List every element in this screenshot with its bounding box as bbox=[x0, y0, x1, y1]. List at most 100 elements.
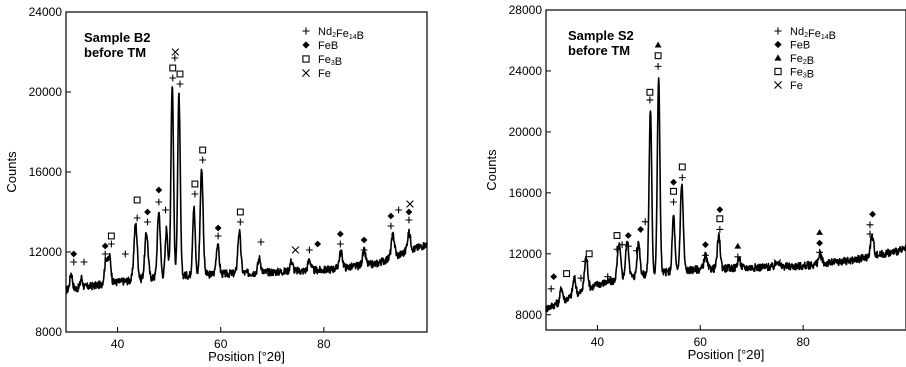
y-tick-label: 16000 bbox=[509, 186, 543, 200]
peak-marker-plus bbox=[866, 221, 874, 229]
y-tick-label: 12000 bbox=[509, 247, 543, 261]
legend-label: Fe2B bbox=[790, 53, 814, 67]
y-axis-label: Counts bbox=[484, 149, 499, 191]
chart-b2: 8000 12000 16000 20000 24000 40 60 80 Position [… bbox=[4, 5, 428, 364]
peak-marker-square bbox=[236, 208, 244, 216]
legend-label: FeB bbox=[318, 40, 338, 52]
peak-marker-plus bbox=[171, 54, 179, 62]
y-axis-label: Counts bbox=[4, 151, 19, 193]
legend-label: Fe3B bbox=[790, 67, 814, 81]
peak-marker-square bbox=[199, 146, 207, 154]
y-tick-label: 24000 bbox=[509, 64, 543, 78]
peak-marker-square bbox=[191, 180, 199, 188]
peak-marker-triangle bbox=[816, 229, 823, 235]
peak-marker-diamond bbox=[70, 250, 78, 258]
x-tick-label: 80 bbox=[317, 337, 331, 351]
peak-marker-diamond bbox=[101, 242, 109, 250]
peak-marker-plus bbox=[80, 258, 88, 266]
peak-marker-plus bbox=[547, 285, 555, 293]
peak-marker-square bbox=[563, 270, 571, 278]
peak-marker-plus bbox=[654, 62, 662, 70]
peak-marker-square bbox=[716, 215, 724, 223]
peak-marker-plus bbox=[816, 248, 823, 256]
peak-marker-plus bbox=[618, 241, 626, 249]
peak-marker-plus bbox=[646, 96, 654, 104]
legend-cross-icon bbox=[774, 81, 782, 89]
legend-square-icon bbox=[302, 55, 310, 63]
peak-marker-diamond bbox=[716, 206, 724, 214]
peak-marker-plus bbox=[678, 174, 686, 182]
peak-marker-diamond bbox=[144, 208, 151, 216]
peak-marker-plus bbox=[360, 246, 368, 254]
peak-marker-plus bbox=[866, 230, 874, 238]
legend-diamond-icon bbox=[302, 41, 310, 49]
peak-marker-plus bbox=[641, 218, 649, 226]
peak-marker-diamond bbox=[637, 226, 645, 233]
peak-marker-plus bbox=[716, 226, 724, 233]
peak-marker-plus bbox=[387, 222, 395, 230]
sample-label: Sample S2 bbox=[568, 28, 634, 43]
peak-marker-square bbox=[585, 250, 593, 258]
peak-marker-cross bbox=[171, 48, 180, 56]
peak-marker-plus bbox=[604, 273, 612, 281]
peak-marker-diamond bbox=[314, 240, 322, 248]
x-tick-label: 60 bbox=[694, 335, 708, 349]
y-tick-label: 12000 bbox=[29, 245, 63, 259]
peak-marker-diamond bbox=[214, 224, 222, 232]
legend-triangle-icon bbox=[774, 54, 782, 61]
sample-label: Sample B2 bbox=[84, 30, 150, 45]
peak-marker-diamond bbox=[816, 239, 823, 247]
peak-marker-diamond bbox=[360, 236, 368, 244]
peak-marker-plus bbox=[581, 258, 589, 265]
peak-marker-triangle bbox=[654, 41, 662, 48]
legend-cross-icon bbox=[302, 69, 310, 77]
peak-marker-square bbox=[678, 163, 686, 171]
legend-label: Nd2Fe14B bbox=[318, 26, 364, 42]
sample-label: before TM bbox=[84, 45, 146, 60]
legend-label: Nd2Fe14B bbox=[790, 26, 836, 42]
peak-marker-plus bbox=[191, 190, 199, 198]
peak-marker-diamond bbox=[387, 212, 395, 220]
peak-marker-diamond bbox=[624, 232, 632, 239]
legend-label: Fe bbox=[318, 68, 331, 80]
peak-marker-square bbox=[646, 88, 654, 96]
plot-frame bbox=[545, 9, 906, 331]
x-tick-label: 80 bbox=[796, 335, 810, 349]
plot-frame bbox=[65, 11, 428, 333]
peak-marker-plus bbox=[162, 206, 169, 214]
peak-marker-plus bbox=[121, 250, 129, 258]
legend-label: Fe bbox=[790, 80, 803, 92]
peak-marker-square bbox=[654, 52, 662, 60]
peak-marker-diamond bbox=[155, 186, 163, 194]
sample-label: before TM bbox=[568, 43, 630, 58]
peak-marker-diamond bbox=[550, 273, 558, 281]
peak-marker-plus bbox=[670, 198, 677, 206]
peak-marker-plus bbox=[613, 245, 621, 253]
x-tick-label: 60 bbox=[214, 337, 228, 351]
peak-marker-plus bbox=[624, 242, 632, 250]
peak-marker-cross bbox=[773, 259, 782, 267]
peak-marker-plus bbox=[633, 247, 640, 255]
peak-marker-diamond bbox=[869, 210, 876, 218]
peak-marker-square bbox=[133, 196, 141, 204]
y-tick-label: 8000 bbox=[35, 325, 62, 339]
peak-marker-plus bbox=[107, 240, 115, 248]
chart-s2: 8000 12000 16000 20000 24000 28000 40 60 80 Posit… bbox=[484, 3, 906, 362]
peak-marker-plus bbox=[169, 74, 177, 82]
peak-marker-plus bbox=[199, 156, 207, 164]
peak-marker-plus bbox=[155, 198, 163, 206]
peak-marker-plus bbox=[702, 251, 709, 259]
legend-diamond-icon bbox=[774, 40, 782, 49]
x-tick-label: 40 bbox=[591, 335, 605, 349]
x-tick-label: 40 bbox=[111, 337, 125, 351]
peak-marker-plus bbox=[144, 218, 151, 226]
legend-plus-icon bbox=[774, 27, 782, 35]
peak-marker-square bbox=[613, 232, 621, 239]
peak-marker-plus bbox=[405, 216, 413, 224]
peak-marker-diamond bbox=[336, 230, 344, 238]
y-tick-label: 20000 bbox=[509, 125, 543, 139]
peak-marker-plus bbox=[734, 253, 742, 261]
peak-marker-cross bbox=[406, 200, 414, 208]
peak-marker-square bbox=[176, 70, 184, 78]
y-tick-label: 28000 bbox=[509, 3, 543, 17]
